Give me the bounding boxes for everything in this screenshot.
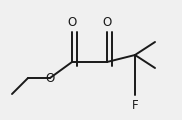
Text: O: O [67,15,77,29]
Text: O: O [102,15,112,29]
Text: F: F [132,99,138,112]
Text: O: O [45,72,55,84]
